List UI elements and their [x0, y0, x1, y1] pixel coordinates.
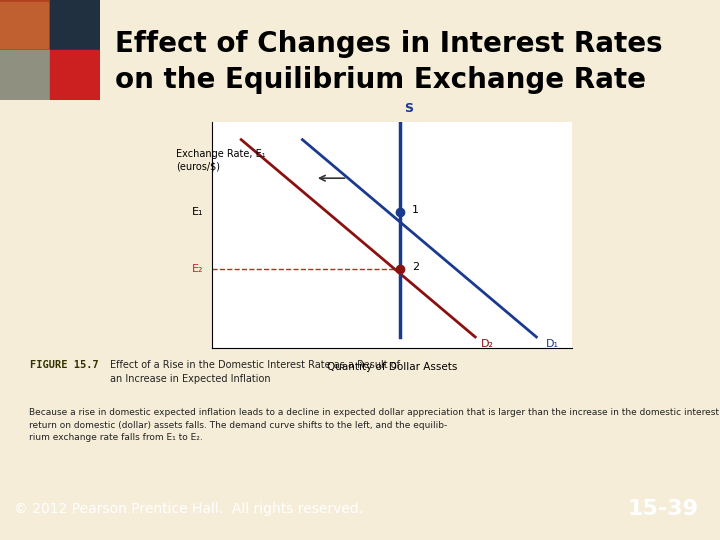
- Bar: [50, 0, 100, 50]
- Bar: [50, 50, 100, 100]
- Bar: [0, 50, 50, 100]
- Text: 1: 1: [412, 205, 419, 215]
- Text: Quantity of Dollar Assets: Quantity of Dollar Assets: [327, 362, 458, 372]
- Text: Effect of a Rise in the Domestic Interest Rate as a Result of
an Increase in Exp: Effect of a Rise in the Domestic Interes…: [109, 360, 400, 384]
- Text: FIGURE 15.7: FIGURE 15.7: [30, 360, 99, 370]
- Text: 2: 2: [412, 262, 419, 272]
- Text: on the Equilibrium Exchange Rate: on the Equilibrium Exchange Rate: [114, 66, 646, 94]
- Text: D₁: D₁: [546, 339, 559, 349]
- Text: 15-39: 15-39: [627, 499, 698, 519]
- Text: Exchange Rate, E₁
(euros/$): Exchange Rate, E₁ (euros/$): [176, 148, 266, 172]
- Text: Effect of Changes in Interest Rates: Effect of Changes in Interest Rates: [114, 30, 662, 58]
- Bar: [0, 2, 48, 48]
- Text: E₂: E₂: [192, 264, 203, 274]
- Text: © 2012 Pearson Prentice Hall.  All rights reserved.: © 2012 Pearson Prentice Hall. All rights…: [14, 502, 364, 516]
- Bar: [0, 0, 50, 50]
- Text: E₁: E₁: [192, 207, 203, 217]
- Text: S: S: [404, 102, 413, 114]
- Text: Because a rise in domestic expected inflation leads to a decline in expected dol: Because a rise in domestic expected infl…: [29, 408, 720, 442]
- Text: D₂: D₂: [481, 339, 494, 349]
